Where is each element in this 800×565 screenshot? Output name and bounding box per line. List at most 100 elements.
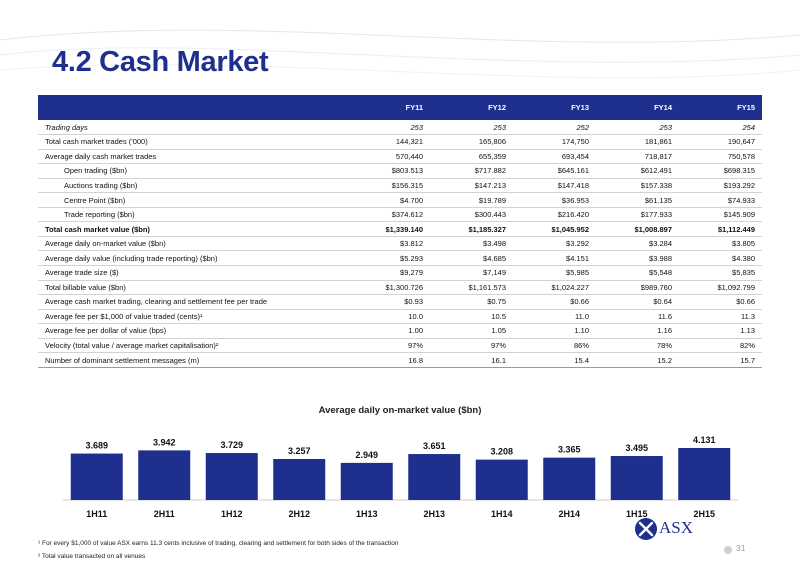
row-label: Average fee per $1,000 of value traded (…	[38, 309, 347, 325]
cell-value: 655,359	[430, 149, 513, 165]
cell-value: 1.00	[347, 323, 430, 339]
bar-value-label: 3.689	[85, 441, 108, 451]
cell-value: 15.7	[679, 352, 762, 368]
table-row: Trade reporting ($bn) $374.612 $300.443 $21…	[38, 207, 762, 223]
row-label: Average daily on-market value ($bn)	[38, 236, 347, 252]
category-tick-label: 2H15	[693, 509, 715, 519]
bar-1h14	[475, 459, 528, 500]
cell-value: 16.1	[430, 352, 513, 368]
cell-value: 97%	[347, 338, 430, 354]
row-label: Centre Point ($bn)	[38, 192, 347, 208]
category-tick-label: 2H14	[558, 509, 580, 519]
table-row: Total billable value ($bn) $1,300.726 $1,1…	[38, 280, 762, 296]
cell-value: $3.812	[347, 236, 430, 252]
table-row: Average fee per dollar of value (bps) 1.0…	[38, 323, 762, 339]
bar-2h15	[678, 448, 731, 500]
category-tick-label: 1H13	[356, 509, 378, 519]
cell-value: $1,008.897	[596, 221, 679, 237]
cash-market-table: FY11 FY12 FY13 FY14 FY15 Trading days 253 253 2…	[38, 95, 762, 368]
row-label: Auctions trading ($bn)	[38, 178, 347, 194]
cell-value: 97%	[430, 338, 513, 354]
cell-value: $612.491	[596, 163, 679, 179]
bar-value-label: 3.365	[558, 445, 581, 455]
cell-value: 190,647	[679, 134, 762, 150]
header-fy14: FY14	[596, 95, 679, 120]
chart-title: Average daily on-market value ($bn)	[318, 405, 482, 416]
row-label: Average trade size ($)	[38, 265, 347, 281]
cell-value: $156.315	[347, 178, 430, 194]
bar-1h15	[610, 456, 663, 500]
cell-value: $374.612	[347, 207, 430, 223]
cell-value: $4.685	[430, 250, 513, 266]
table-row: Velocity (total value / average market c…	[38, 338, 762, 354]
cell-value: 1.05	[430, 323, 513, 339]
cell-value: $147.213	[430, 178, 513, 194]
header-fy13: FY13	[513, 95, 596, 120]
row-label: Average daily cash market trades	[38, 149, 347, 165]
bar-value-label: 3.208	[490, 447, 513, 457]
category-tick-label: 1H15	[626, 509, 648, 519]
cell-value: 1.16	[596, 323, 679, 339]
row-label: Trading days	[38, 120, 347, 136]
footnote-2: ² Total value transacted on all venues	[38, 553, 146, 560]
header-fy15: FY15	[679, 95, 762, 120]
cell-value: $5,985	[513, 265, 596, 281]
cell-value: 82%	[679, 338, 762, 354]
cell-value: $1,161.573	[430, 280, 513, 296]
cell-value: $989.760	[596, 280, 679, 296]
table-row: Open trading ($bn) $803.513 $717.882 $645.1…	[38, 163, 762, 179]
asx-logo-text: ASX	[659, 518, 694, 537]
table-row: Average daily on-market value ($bn) $3.81…	[38, 236, 762, 252]
cell-value: $0.66	[513, 294, 596, 310]
row-label: Average cash market trading, clearing an…	[38, 294, 347, 310]
bar-1h13	[340, 462, 393, 500]
cell-value: $1,092.799	[679, 280, 762, 296]
cell-value: 174,750	[513, 134, 596, 150]
cell-value: $717.882	[430, 163, 513, 179]
cell-value: 1.10	[513, 323, 596, 339]
cell-value: 11.0	[513, 309, 596, 325]
cell-value: $1,045.952	[513, 221, 596, 237]
cell-value: $0.75	[430, 294, 513, 310]
table-row: Average cash market trading, clearing an…	[38, 294, 762, 310]
bar-2h12	[273, 459, 326, 500]
cell-value: $3.805	[679, 236, 762, 252]
cell-value: 570,440	[347, 149, 430, 165]
table-row: Average daily cash market trades 570,440 6…	[38, 149, 762, 165]
bar-value-label: 3.651	[423, 441, 446, 451]
cell-value: 15.2	[596, 352, 679, 368]
cell-value: $157.338	[596, 178, 679, 194]
page-number: 31	[724, 543, 764, 557]
row-label: Trade reporting ($bn)	[38, 207, 347, 223]
row-label: Total cash market trades ('000)	[38, 134, 347, 150]
footnote-1: ¹ For every $1,000 of value ASX earns 11…	[38, 540, 399, 547]
cell-value: $36.953	[513, 192, 596, 208]
table-row: Centre Point ($bn) $4.700 $19.789 $36.953 $6…	[38, 192, 762, 208]
cell-value: 1.13	[679, 323, 762, 339]
cell-value: 10.5	[430, 309, 513, 325]
bar-value-label: 3.495	[625, 443, 648, 453]
cell-value: $0.64	[596, 294, 679, 310]
table-row: Auctions trading ($bn) $156.315 $147.213 $1…	[38, 178, 762, 194]
cell-value: 78%	[596, 338, 679, 354]
cell-value: $5.293	[347, 250, 430, 266]
cell-value: $145.909	[679, 207, 762, 223]
page-number-text: 31	[736, 543, 746, 553]
bar-2h11	[138, 450, 191, 500]
cell-value: 16.8	[347, 352, 430, 368]
table-row: Trading days 253 253 252 253 254	[38, 120, 762, 136]
cell-value: 253	[347, 120, 430, 136]
table-row: Number of dominant settlement messages (…	[38, 352, 762, 368]
cell-value: $5,835	[679, 265, 762, 281]
cell-value: $698.315	[679, 163, 762, 179]
cell-value: $4.380	[679, 250, 762, 266]
cell-value: $9,279	[347, 265, 430, 281]
cell-value: $1,339.140	[347, 221, 430, 237]
cell-value: $1,300.726	[347, 280, 430, 296]
cell-value: 10.0	[347, 309, 430, 325]
bar-2h13	[408, 454, 461, 500]
cell-value: $803.513	[347, 163, 430, 179]
cell-value: $5,548	[596, 265, 679, 281]
bar-2h14	[543, 457, 596, 500]
header-fy11: FY11	[347, 95, 430, 120]
